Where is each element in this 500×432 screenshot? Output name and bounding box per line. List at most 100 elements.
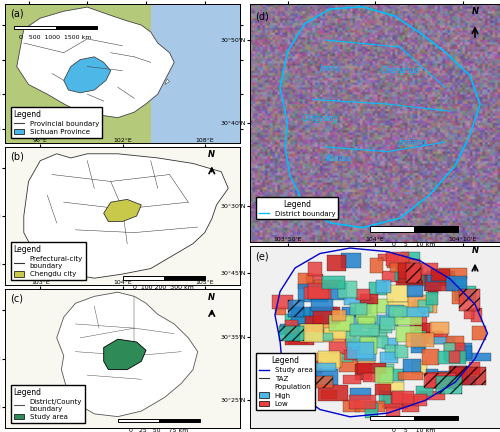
Bar [356,289,370,300]
Legend: District/County
boundary, Study area: District/County boundary, Study area [11,385,85,423]
Bar [402,396,419,412]
Bar [364,318,382,328]
Bar [306,362,336,371]
Bar [388,285,407,302]
Bar [402,308,429,317]
Bar [449,366,468,383]
Bar [351,339,376,354]
Bar [370,226,414,232]
Bar [311,299,333,311]
Bar [150,4,240,143]
Bar [374,336,388,348]
Legend: District boundary: District boundary [256,197,338,219]
Text: Chenghua: Chenghua [380,67,420,75]
Legend: Provincial boundary, Sichuan Province: Provincial boundary, Sichuan Province [11,107,102,138]
Bar [414,300,426,315]
Bar [286,331,305,341]
Bar [14,26,56,29]
Text: (c): (c) [10,294,22,304]
Bar [313,353,342,367]
Bar [376,280,390,293]
Bar [387,255,408,268]
Bar [308,283,329,299]
Bar [344,350,357,360]
Bar [369,282,388,295]
Bar [292,307,321,324]
Bar [350,388,371,400]
Bar [318,384,348,401]
Polygon shape [56,292,198,416]
Bar [285,334,314,345]
Bar [411,335,425,353]
Bar [356,358,376,373]
Bar [330,354,353,362]
Bar [291,369,316,385]
Bar [452,289,464,304]
Bar [432,269,450,281]
Bar [338,281,357,298]
Bar [321,390,337,399]
Bar [306,274,322,287]
Bar [298,366,311,383]
Bar [394,308,422,325]
Text: (b): (b) [10,151,24,161]
Bar [343,375,361,384]
Bar [357,363,386,374]
Bar [468,362,480,375]
Bar [390,308,408,316]
Polygon shape [24,154,228,278]
Bar [420,263,438,275]
Bar [395,345,408,358]
Bar [351,347,369,355]
Bar [360,294,378,304]
Bar [315,330,345,343]
Text: N: N [208,293,216,302]
Bar [370,258,384,273]
Text: Jinniu: Jinniu [320,64,340,73]
Bar [369,364,394,372]
Bar [322,276,345,289]
Bar [388,302,413,315]
Bar [356,350,376,362]
Bar [355,401,384,413]
Bar [375,367,393,383]
Bar [382,338,398,349]
Text: Wuhou: Wuhou [324,154,351,163]
Bar [433,272,446,280]
Bar [371,315,398,326]
Bar [446,276,468,292]
Bar [164,276,205,280]
Bar [300,324,324,342]
Bar [279,326,304,341]
Bar [414,324,432,337]
Bar [358,317,375,326]
Bar [428,285,438,294]
Bar [418,299,433,312]
Bar [410,316,428,334]
Bar [390,263,406,272]
Bar [330,283,347,300]
Bar [444,343,464,359]
Bar [310,307,338,324]
Bar [424,373,456,388]
Bar [398,372,423,380]
Bar [406,263,421,283]
Bar [306,318,336,327]
Text: N: N [472,246,478,255]
Bar [414,226,458,232]
Bar [302,376,333,388]
Bar [159,419,200,422]
Bar [386,252,409,266]
Bar [375,384,390,395]
Bar [354,304,372,314]
Bar [288,334,308,344]
Bar [444,343,455,360]
Bar [422,349,440,365]
Bar [360,337,377,354]
Bar [386,305,404,320]
Bar [426,372,455,389]
Bar [276,308,286,315]
Bar [418,391,444,400]
Polygon shape [104,339,146,370]
Bar [455,286,476,301]
